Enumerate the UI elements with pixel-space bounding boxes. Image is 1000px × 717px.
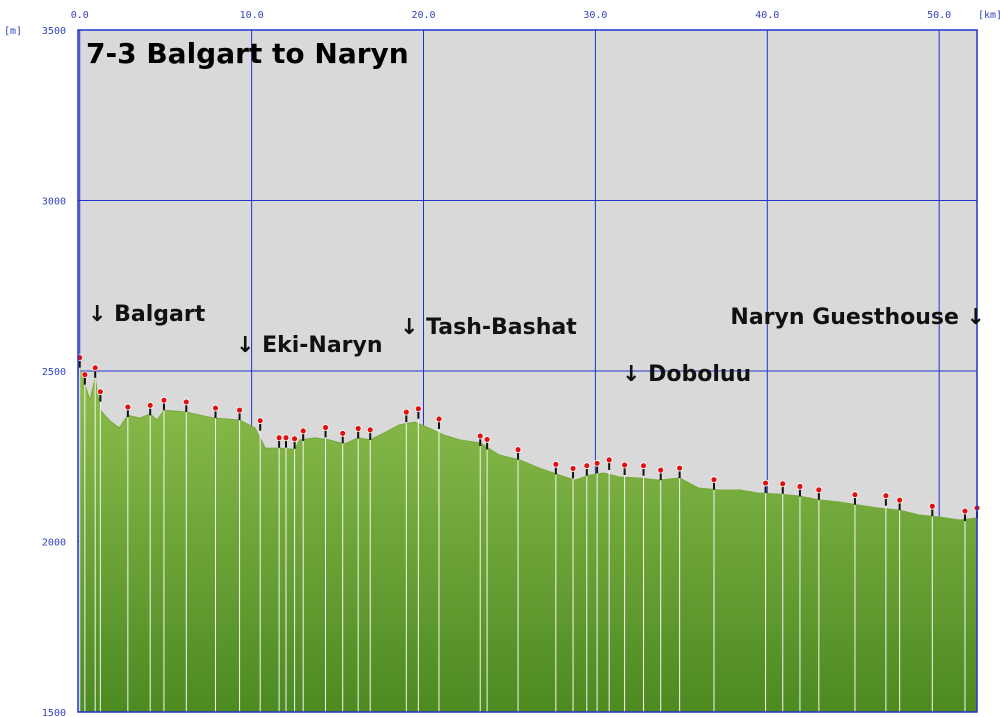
waypoint-marker [796, 483, 804, 490]
waypoint-marker [435, 415, 443, 423]
x-tick-label: 40.0 [755, 10, 779, 21]
waypoint-marker [593, 459, 601, 467]
waypoint-marker [896, 496, 904, 504]
waypoint-marker [414, 405, 422, 413]
waypoint-marker [160, 396, 168, 404]
waypoint-marker [81, 371, 89, 379]
waypoint-marker [710, 476, 718, 484]
waypoint-marker [514, 446, 522, 454]
x-unit: [km] [978, 10, 1000, 21]
waypoint-marker [882, 492, 890, 500]
x-tick-label: 50.0 [927, 10, 951, 21]
y-tick-label: 1500 [42, 708, 66, 717]
waypoint-marker [299, 427, 307, 435]
x-tick-label: 20.0 [411, 10, 435, 21]
x-tick-label: 30.0 [583, 10, 607, 21]
waypoint-marker [676, 464, 684, 472]
waypoint-marker [275, 434, 283, 442]
x-tick-label: 0.0 [71, 10, 89, 21]
waypoint-marker [124, 403, 132, 411]
y-tick-label: 2500 [42, 367, 66, 378]
annotation: ↓ Doboluu [622, 362, 751, 387]
waypoint-marker [605, 456, 613, 464]
plot-border [77, 29, 978, 713]
waypoint-marker [762, 479, 769, 487]
elevation-area [79, 367, 978, 713]
waypoint-marker [236, 406, 243, 414]
waypoint-marker [282, 434, 290, 442]
waypoint-marker [552, 460, 560, 468]
waypoint-marker [476, 432, 484, 440]
waypoint-marker [322, 424, 329, 431]
x-tick-label: 10.0 [240, 10, 264, 21]
waypoint-marker [657, 466, 665, 474]
waypoint-marker [815, 486, 823, 494]
y-tick-label: 2000 [42, 538, 66, 549]
waypoint-marker [212, 404, 219, 412]
waypoint-marker [146, 401, 154, 409]
waypoint-marker [569, 465, 577, 472]
waypoint-marker [779, 480, 787, 488]
annotation: ↓ Balgart [88, 302, 206, 327]
waypoint-marker [640, 462, 647, 470]
annotation: ↓ Tash-Bashat [400, 315, 577, 340]
waypoint-marker [96, 388, 104, 396]
annotation: ↓ Eki-Naryn [236, 333, 383, 358]
y-tick-label: 3500 [42, 26, 66, 37]
annotation: Naryn Guesthouse ↓ [730, 305, 985, 330]
waypoint-marker [851, 491, 859, 499]
waypoint-marker [366, 426, 374, 434]
waypoint-marker [583, 462, 591, 470]
waypoint-marker [928, 502, 936, 510]
waypoint-marker [339, 429, 347, 437]
waypoint-marker [291, 435, 298, 443]
waypoint-marker [354, 425, 362, 432]
y-unit: [m] [4, 26, 22, 37]
waypoint-marker [402, 408, 410, 416]
y-tick-label: 3000 [42, 197, 66, 208]
waypoint-marker [961, 507, 969, 515]
waypoint-marker [483, 436, 491, 443]
chart-title: 7-3 Balgart to Naryn [86, 37, 409, 70]
waypoint-marker [621, 461, 629, 469]
waypoint-marker [256, 417, 264, 425]
waypoint-marker [182, 398, 190, 406]
waypoint-marker [91, 364, 99, 372]
